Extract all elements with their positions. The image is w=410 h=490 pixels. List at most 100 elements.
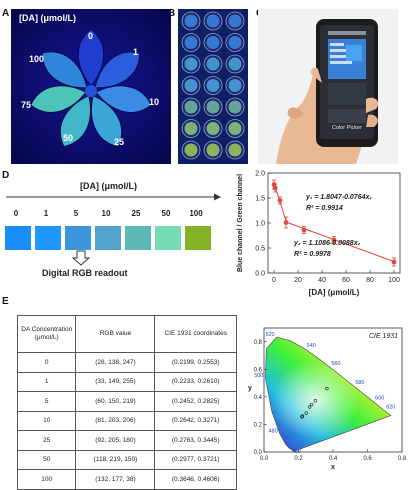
- cie-point: [307, 405, 312, 409]
- rgb-readout-label: Digital RGB readout: [42, 268, 128, 278]
- cie-x-label: x: [331, 464, 335, 471]
- cie-point: [304, 411, 308, 415]
- table-row: 25 (92, 205, 180) (0.2763, 0.3445): [16, 430, 237, 451]
- cie-title: CIE 1931: [369, 333, 398, 340]
- well-solution: [184, 79, 198, 92]
- cie-x-tick-label: 0.0: [260, 456, 269, 462]
- cie-white-region: [265, 337, 391, 452]
- table-row: 10 (81, 203, 206) (0.2642, 0.3271): [16, 410, 237, 431]
- y-tick-label: 0.0: [255, 271, 265, 278]
- wavelength-label: 460: [292, 449, 301, 455]
- cie-y-label: y: [248, 385, 252, 392]
- petal-label-100: 100: [29, 54, 45, 64]
- concentration-label-25: 25: [131, 209, 141, 218]
- data-point: [391, 259, 397, 265]
- cie-point: [309, 402, 314, 407]
- x-tick-label: 40: [318, 277, 326, 284]
- cell-concentration: 100: [16, 469, 77, 490]
- panel-a-photo: [DA] (μmol/L) 0 1 10 25 50 75 100: [11, 9, 171, 164]
- y-tick-label: 0.5: [255, 246, 265, 253]
- x-axis-label: [DA] (μmol/L): [309, 288, 360, 297]
- cie-x-tick-label: 0.4: [329, 456, 338, 462]
- data-point: [272, 185, 278, 191]
- color-swatches: [5, 226, 215, 250]
- cell-rgb: (33, 149, 255): [75, 371, 156, 392]
- wavelength-label: 560: [331, 361, 340, 367]
- table-row: 5 (60, 150, 219) (0.2452, 0.2825): [16, 391, 237, 412]
- cie-point: [300, 414, 305, 418]
- petal-1: [94, 51, 141, 89]
- well-solution: [184, 100, 198, 114]
- x-tick-label: 100: [388, 277, 400, 284]
- well-solution: [206, 14, 220, 28]
- down-arrow-icon: [72, 250, 90, 266]
- petal-25: [90, 94, 123, 148]
- cie-point: [300, 415, 304, 419]
- well-solution: [206, 36, 220, 49]
- r-squared-1: R² = 0.9914: [306, 205, 343, 212]
- header-concentration: DA Concentration (μmol/L): [16, 315, 77, 353]
- well-solution: [228, 100, 242, 114]
- well-solution: [228, 122, 242, 135]
- wavelength-label: 620: [386, 405, 395, 411]
- cell-cie: (0.2233, 0.2610): [154, 371, 237, 392]
- cell-rgb: (28, 138, 247): [75, 352, 156, 373]
- header-rgb: RGB value: [75, 315, 156, 353]
- cell-cie: (0.3646, 0.4606): [154, 469, 237, 490]
- table-row: 1 (33, 149, 255) (0.2233, 0.2610): [16, 371, 237, 392]
- wavelength-label: 500: [254, 373, 263, 379]
- x-tick-label: 60: [342, 277, 350, 284]
- cie-y-tick-label: 0.4: [254, 395, 263, 401]
- petal-100: [41, 51, 88, 89]
- well-plate-image: [178, 9, 248, 164]
- cell-concentration: 5: [16, 391, 77, 412]
- color-swatch: [95, 226, 121, 250]
- cell-concentration: 10: [16, 410, 77, 431]
- cie-point: [313, 399, 318, 403]
- cell-concentration: 1: [16, 371, 77, 392]
- wavelength-label: 580: [355, 380, 364, 386]
- well-solution: [184, 143, 198, 157]
- panel-b-photo: [178, 9, 248, 164]
- concentration-labels: 0 1 5 10 25 50 100: [4, 209, 216, 221]
- well-solution: [228, 57, 242, 71]
- petal-label-25: 25: [114, 137, 125, 147]
- wavelength-label: 540: [307, 343, 316, 349]
- concentration-label-50: 50: [161, 209, 171, 218]
- well-solution: [206, 122, 220, 135]
- wavelength-label: 600: [375, 396, 384, 402]
- cell-rgb: (132, 177, 38): [75, 469, 156, 490]
- wavelength-label: 520: [266, 332, 275, 338]
- petal-75: [29, 85, 88, 114]
- data-point: [277, 198, 283, 203]
- color-swatch: [65, 226, 91, 250]
- cie-x-tick-label: 0.6: [363, 456, 372, 462]
- panel-label-b: B: [168, 8, 176, 19]
- well-solution: [184, 122, 198, 135]
- well-solution: [228, 36, 242, 49]
- cell-cie: (0.2199, 0.2553): [154, 352, 237, 373]
- r-squared-2: R² = 0.9978: [294, 251, 331, 258]
- cell-concentration: 50: [16, 449, 77, 470]
- well-solution: [206, 143, 220, 157]
- well-solution: [206, 57, 220, 71]
- concentration-label-1: 1: [43, 209, 49, 218]
- petal-label-75: 75: [21, 100, 32, 110]
- smartphone-image: [258, 9, 398, 164]
- well-solution: [206, 79, 220, 92]
- cell-cie: (0.2452, 0.2825): [154, 391, 237, 412]
- well-solution: [228, 79, 242, 92]
- sensor-center: [85, 85, 97, 97]
- well-solution: [184, 57, 198, 71]
- cell-concentration: 0: [16, 352, 77, 373]
- cell-rgb: (92, 205, 180): [75, 430, 156, 451]
- wavelength-label: 480: [269, 429, 278, 435]
- y-tick-label: 1.0: [255, 221, 265, 228]
- cell-cie: (0.2977, 0.3721): [154, 449, 237, 470]
- color-swatch: [125, 226, 151, 250]
- header-cie: CIE 1931 coordinates: [154, 315, 237, 353]
- cie-y-tick-label: 0.2: [254, 422, 263, 428]
- panel-label-a: A: [2, 8, 10, 19]
- petal-10: [94, 85, 153, 114]
- data-point: [331, 237, 337, 243]
